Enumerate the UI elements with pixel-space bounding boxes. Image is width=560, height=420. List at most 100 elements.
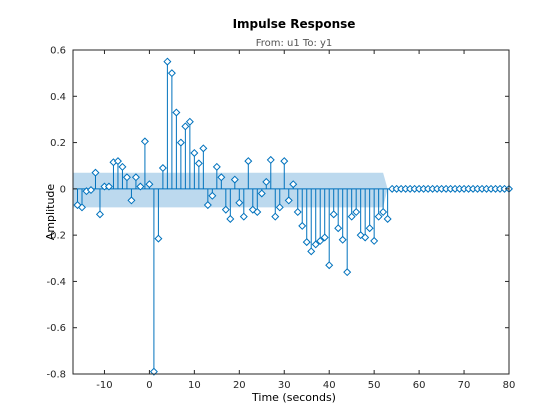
stem-point [181,122,190,189]
x-tick-label: 60 [413,380,426,391]
x-tick-label: 70 [458,380,471,391]
stem-point [293,188,302,217]
stem-point [262,177,271,189]
stem-point [73,188,82,210]
stem-point [203,188,212,210]
x-axis-label: Time (seconds) [251,391,336,404]
x-tick-label: -10 [96,380,112,391]
stem-marker [307,247,316,256]
stem-marker [163,57,172,66]
stem-marker [172,108,181,117]
stem-marker [136,182,145,191]
stem-marker [212,162,221,171]
stem-point [95,188,104,219]
chart-subtitle: From: u1 To: y1 [256,38,333,49]
stem-marker [221,205,230,214]
y-tick-label: -0.2 [46,231,66,242]
stem-point [302,188,311,247]
stem-marker [316,236,325,245]
stem-marker [257,189,266,198]
y-axis-label: Amplitude [44,184,57,241]
y-tick-label: -0.8 [46,370,66,381]
stem-point [338,188,347,244]
stem-marker [118,162,127,171]
stem-point [190,148,199,189]
stem-marker [73,201,82,210]
x-tick-label: 30 [278,380,291,391]
stem-point [289,180,298,189]
stem-point [86,186,95,195]
stem-point [316,188,325,245]
stem-marker [352,207,361,217]
stem-marker [176,138,185,147]
stem-marker [329,210,338,219]
stem-marker [365,224,374,233]
stem-marker [271,212,280,221]
stem-marker [86,186,95,195]
stem-marker [208,191,217,200]
stem-point [383,188,392,223]
stem-marker [140,137,149,146]
stem-point [163,57,172,189]
stem-point [280,157,289,189]
stem-point [91,168,100,189]
chart-title: Impulse Response [233,17,356,31]
stem-marker [104,182,113,191]
stem-point [235,188,244,207]
stem-marker [289,180,298,189]
y-tick-label: 0 [60,184,66,195]
stem-point [212,162,221,189]
stem-marker [280,157,289,166]
stem-marker [149,367,158,376]
stem-marker [113,157,122,166]
stem-point [154,188,163,243]
x-tick-label: 0 [146,380,152,391]
stem-marker [347,212,356,221]
stem-point [167,69,176,189]
stem-point [361,188,370,242]
x-tick-label: 50 [368,380,381,391]
stem-marker [343,268,352,277]
stem-point [194,159,203,189]
stem-point [248,188,257,214]
stem-point [275,188,284,212]
stem-marker [185,117,194,126]
stem-marker [253,207,262,217]
y-tick-label: 0.2 [50,138,66,149]
stem-point [217,173,226,189]
stem-point [208,188,217,200]
stem-point [307,188,316,256]
stem-point [140,137,149,189]
plot-area: -10 0 10 20 30 40 50 60 70 80 -0.8 -0.6 -0.4 -0.2 0 0.… [46,46,515,392]
stem-marker [361,233,370,242]
stem-marker [266,155,275,164]
stem-marker [298,221,307,230]
stem-point [113,157,122,189]
stem-point [311,188,320,249]
x-tick-label: 80 [503,380,516,391]
stem-point [118,162,127,189]
x-tick-label: 40 [323,380,336,391]
stem-marker [262,177,271,186]
stem-marker [95,210,104,219]
stem-point [253,188,262,217]
stem-marker [230,175,239,184]
stem-marker [167,69,176,78]
axes-frame [72,49,510,375]
stem-point [347,188,356,221]
stem-marker [181,122,190,131]
y-tick-label: -0.6 [46,323,66,334]
stem-marker [334,224,343,233]
stem-point [271,188,280,221]
stem-point [284,188,293,205]
stem-point [343,188,352,277]
stem-point [257,188,266,198]
stem-point [329,188,338,219]
stem-point [239,188,248,221]
stem-marker [248,205,257,214]
stem-point [104,182,113,191]
stem-marker [217,173,226,182]
stem-point [334,188,343,233]
axes-box [72,49,510,375]
